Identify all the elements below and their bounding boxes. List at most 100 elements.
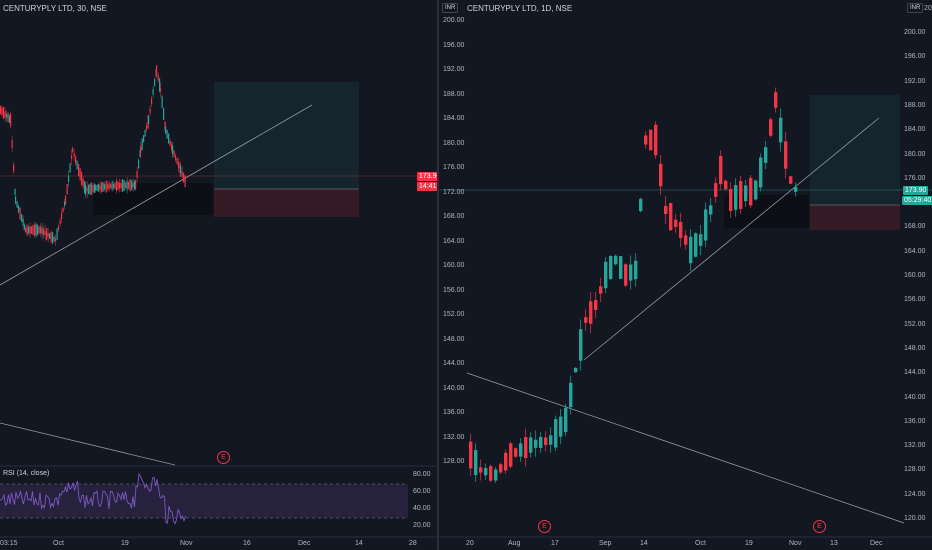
right-price-tick: 176.00 [904, 174, 926, 182]
left-price-tick: 172.00 [443, 188, 465, 196]
right-x-tick: 13 [830, 540, 838, 547]
left-x-tick: Nov [180, 540, 193, 547]
right-chart-canvas[interactable] [439, 0, 932, 550]
candle-body [68, 175, 70, 182]
left-chart-canvas[interactable] [0, 0, 437, 550]
candle-body [105, 180, 107, 193]
candle-body [65, 196, 67, 204]
left-price-tick: 128.00 [443, 458, 465, 465]
candle-body [144, 129, 146, 137]
rsi-line [0, 473, 186, 525]
candle-body [46, 228, 48, 240]
candle-body [714, 183, 718, 197]
right-price-tick: 132.00 [904, 442, 926, 450]
candle-body [136, 171, 138, 178]
candle-body [684, 235, 688, 245]
candle-body [689, 236, 693, 264]
candle-body [165, 126, 167, 134]
candle-body [639, 198, 643, 212]
candle-body [34, 224, 36, 236]
currency-badge[interactable]: INR [907, 3, 924, 13]
candle-body [659, 163, 663, 187]
right-price-tick: 156.00 [904, 296, 926, 304]
candle-body [75, 156, 77, 164]
candle-body [619, 256, 623, 279]
candle-body [699, 234, 703, 246]
left-chart-pane[interactable]: CENTURYPLY LTD, 30, NSE 173.90 14:41 E R… [0, 0, 437, 550]
candle-body [131, 180, 133, 191]
candle-body [111, 182, 113, 190]
pane-divider[interactable] [437, 0, 439, 550]
candle-body [175, 155, 177, 160]
right-price-tick: 180.00 [904, 150, 926, 158]
candle-body [674, 219, 678, 227]
left-currency-badge[interactable]: INR [442, 3, 459, 13]
right-price-tick: 136.00 [904, 417, 926, 425]
right-price-tick: 192.00 [904, 77, 926, 85]
candle-body [146, 125, 148, 130]
candle-body [99, 184, 101, 190]
candle-body [474, 450, 478, 475]
candle-body [53, 236, 55, 242]
candle-body [58, 226, 60, 230]
candle-body [92, 185, 94, 192]
candle-body [539, 437, 543, 448]
candle-body [139, 150, 141, 157]
candle-body [729, 189, 733, 211]
candle-body [594, 300, 598, 310]
candle-body [554, 419, 558, 448]
candle-body [734, 185, 738, 210]
candle-body [73, 153, 75, 157]
candle-body [764, 147, 768, 163]
candle-body [21, 214, 23, 222]
right-price-tick: 144.00 [904, 369, 926, 377]
loss-zone [810, 205, 900, 230]
candle-body [102, 182, 104, 192]
candle-body [704, 209, 708, 241]
candle-body [1, 107, 3, 116]
rsi-indicator-label[interactable]: RSI (14, close) [3, 470, 50, 477]
candle-body [559, 416, 563, 437]
candle-body [32, 224, 34, 236]
left-price-tick: 156.00 [443, 286, 465, 294]
candle-body [4, 111, 6, 118]
candle-body [125, 182, 127, 188]
candle-body [589, 301, 593, 324]
candle-body [95, 185, 97, 191]
candle-body [15, 196, 17, 204]
earnings-event-icon[interactable]: E [538, 520, 551, 533]
candle-body [55, 238, 57, 242]
candle-body [0, 105, 2, 115]
candle-body [72, 148, 74, 152]
candle-body [140, 146, 142, 154]
rsi-tick-60: 60.00 [413, 488, 431, 495]
candle-body [161, 96, 163, 108]
right-price-tick: 188.00 [904, 101, 926, 109]
trend-line [466, 372, 905, 524]
right-chart-pane[interactable]: INR CENTURYPLY LTD, 1D, NSE INR 20 200.0… [439, 0, 932, 550]
right-x-tick: Aug [508, 540, 521, 547]
left-price-tick: 200.00 [443, 17, 465, 24]
top-right-partial-label: 20 [924, 5, 932, 12]
candle-body [509, 443, 513, 467]
earnings-event-icon[interactable]: E [813, 520, 826, 533]
right-price-tick: 120.00 [904, 515, 926, 522]
right-price-tick: 164.00 [904, 247, 926, 255]
candle-body [126, 180, 128, 190]
right-price-tick: 200.00 [904, 29, 926, 36]
candle-body [64, 202, 66, 206]
left-chart-title[interactable]: CENTURYPLY LTD, 30, NSE [3, 4, 107, 13]
candle-body [110, 184, 112, 188]
candle-body [614, 255, 618, 265]
candle-body [76, 160, 78, 170]
candle-body [163, 107, 165, 121]
trend-line [583, 117, 880, 361]
candle-body [180, 166, 182, 174]
left-price-tick: 164.00 [443, 237, 465, 245]
earnings-event-icon[interactable]: E [217, 451, 230, 464]
left-x-tick: 28 [409, 540, 417, 547]
left-price-tag: 173.90 [417, 172, 437, 181]
right-chart-title[interactable]: CENTURYPLY LTD, 1D, NSE [467, 4, 573, 13]
candle-body [749, 177, 753, 206]
candle-body [128, 182, 130, 189]
